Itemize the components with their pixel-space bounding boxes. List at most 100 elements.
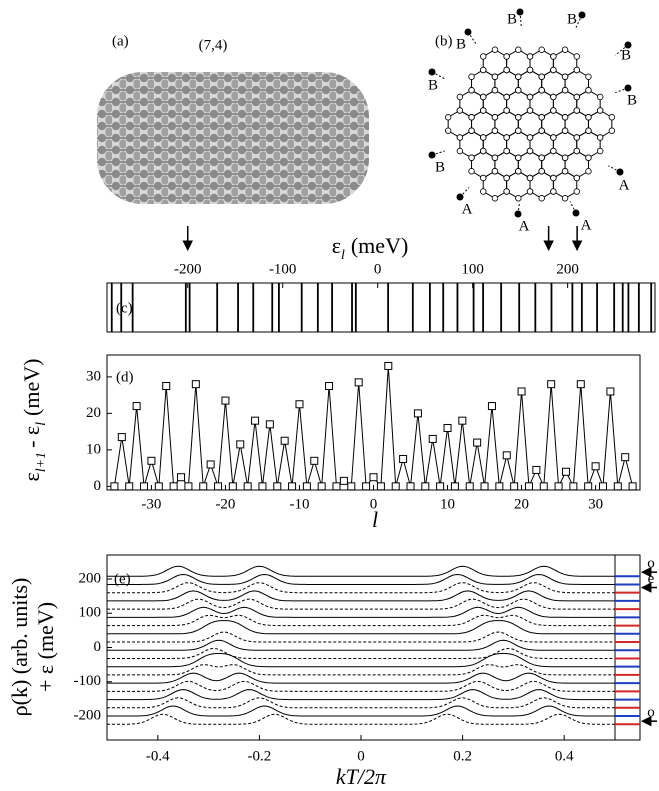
atom	[492, 155, 498, 161]
marker	[466, 483, 473, 490]
atom	[574, 189, 580, 195]
y-tick-label: 0	[94, 478, 102, 494]
panel-label: (b)	[435, 33, 453, 49]
atom	[527, 148, 533, 154]
hexagon	[542, 151, 565, 178]
marker	[459, 417, 466, 424]
atom	[609, 114, 615, 120]
atom	[504, 189, 510, 195]
hexagon	[483, 131, 506, 158]
marker	[592, 463, 599, 470]
x-axis-label: l	[372, 507, 378, 532]
marker	[126, 483, 133, 490]
edge-atom	[465, 29, 472, 36]
marker	[118, 434, 125, 441]
hexagon	[495, 151, 518, 178]
marker	[503, 452, 510, 459]
atom	[586, 155, 592, 161]
atom	[527, 189, 533, 195]
atom	[492, 47, 498, 53]
atom	[609, 128, 615, 134]
marker	[296, 401, 303, 408]
atom	[516, 87, 522, 93]
hexagon	[507, 50, 530, 77]
marker	[370, 474, 377, 481]
marker	[348, 483, 355, 490]
atom	[562, 74, 568, 80]
atom	[539, 74, 545, 80]
panel-label: (d)	[116, 369, 134, 385]
label-text: (meV)	[351, 233, 408, 258]
marker	[252, 417, 259, 424]
nanotube-image	[97, 72, 369, 204]
atom	[527, 94, 533, 100]
marker	[511, 483, 518, 490]
atom	[516, 128, 522, 134]
edge-atom	[573, 210, 580, 217]
hexagon	[542, 70, 565, 97]
atom	[562, 114, 568, 120]
marker	[607, 388, 614, 395]
atom	[551, 108, 557, 114]
marker	[111, 483, 118, 490]
atom	[551, 189, 557, 195]
marker	[237, 441, 244, 448]
atom	[527, 175, 533, 181]
x-tick-label: -10	[289, 496, 309, 512]
atom	[539, 195, 545, 201]
density-curve	[107, 621, 615, 634]
marker	[326, 383, 333, 390]
panel-label: (c)	[116, 300, 133, 316]
marker	[185, 483, 192, 490]
atom	[516, 168, 522, 174]
marker	[222, 397, 229, 404]
hexagon	[518, 111, 541, 138]
atom	[597, 148, 603, 154]
atom	[445, 128, 451, 134]
label-text: ε	[19, 472, 44, 481]
x-tick-label: -20	[215, 496, 235, 512]
y-tick-label: -100	[74, 673, 102, 689]
atom	[574, 148, 580, 154]
site-label: B	[627, 92, 637, 108]
frame	[107, 355, 640, 490]
marker	[178, 474, 185, 481]
hexagon	[448, 111, 471, 138]
edge-atom	[517, 9, 524, 16]
atom	[480, 94, 486, 100]
marker	[407, 483, 414, 490]
atom	[504, 148, 510, 154]
atom	[551, 94, 557, 100]
atom	[504, 135, 510, 141]
atom	[527, 108, 533, 114]
x-tick-label: -100	[269, 261, 297, 277]
edge-atom	[515, 211, 522, 218]
atom	[539, 155, 545, 161]
marker	[585, 483, 592, 490]
atom	[480, 135, 486, 141]
atom	[504, 108, 510, 114]
hexagon	[530, 90, 553, 117]
marker	[622, 454, 629, 461]
density-curve	[107, 673, 615, 683]
y-axis-label: εl+1- εl(meV)	[19, 359, 49, 482]
atom	[492, 87, 498, 93]
atom	[539, 114, 545, 120]
atom	[551, 148, 557, 154]
atom	[597, 94, 603, 100]
edge-atom	[625, 85, 632, 92]
atom	[504, 54, 510, 60]
marker	[451, 483, 458, 490]
marker	[259, 483, 266, 490]
site-label: A	[519, 218, 530, 234]
atom	[480, 189, 486, 195]
atom	[516, 47, 522, 53]
atom	[480, 54, 486, 60]
x-tick-label: 0	[374, 261, 382, 277]
atom	[469, 128, 475, 134]
label-text: (meV)	[19, 359, 44, 416]
atom	[574, 94, 580, 100]
hexagon	[507, 171, 530, 198]
hexagon	[565, 70, 588, 97]
marker	[540, 483, 547, 490]
